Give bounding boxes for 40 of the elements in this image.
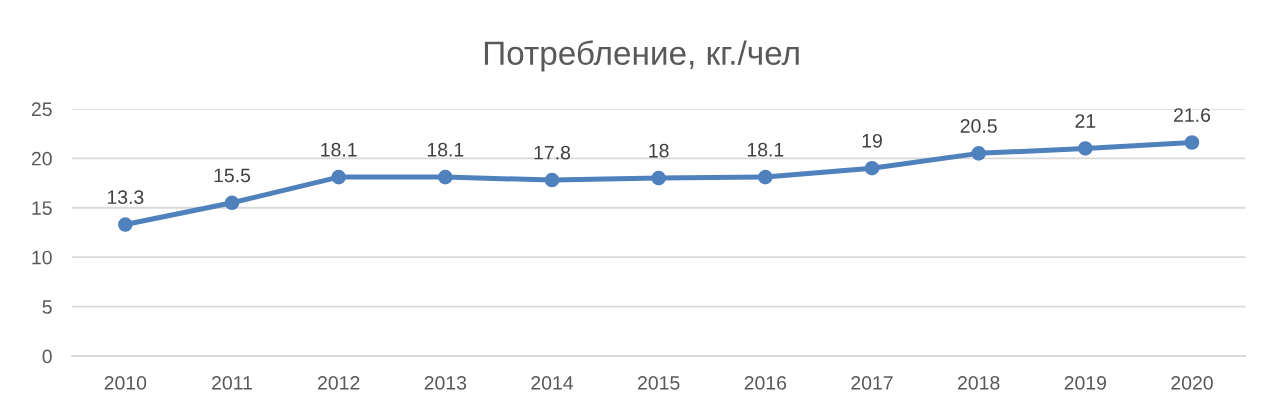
data-label: 18.1 (321, 142, 357, 157)
data-label: 21.6 (1174, 108, 1211, 122)
y-tick-label: 25 (31, 102, 52, 117)
x-tick-label: 2015 (638, 376, 680, 390)
point (651, 170, 666, 186)
data-label: 18.1 (747, 142, 784, 157)
y-tick-label: 20 (31, 151, 52, 166)
x-tick-label: 2016 (744, 376, 787, 390)
y-tick-label: 10 (32, 250, 52, 265)
point (438, 169, 453, 185)
point (1078, 141, 1093, 156)
x-tick-label: 2020 (1171, 376, 1213, 390)
y-tick-label: 5 (42, 300, 52, 314)
data-label: 13.3 (107, 190, 144, 205)
point (544, 172, 560, 188)
x-tick-label: 2010 (104, 376, 147, 390)
chart-title: Потребление, кг./чел (484, 40, 799, 72)
point (1184, 135, 1200, 150)
point (758, 169, 773, 185)
point (864, 160, 880, 176)
x-tick-label: 2012 (318, 376, 360, 390)
data-label: 18 (649, 143, 669, 158)
data-label: 19 (862, 133, 882, 148)
point (331, 169, 346, 185)
data-label: 18.1 (427, 142, 464, 157)
point (118, 217, 133, 232)
x-tick-label: 2019 (1064, 376, 1107, 390)
x-tick-label: 2017 (851, 376, 893, 390)
x-tick-label: 2014 (531, 376, 574, 390)
point (971, 146, 986, 161)
data-label: 20.5 (960, 119, 997, 133)
x-tick-label: 2013 (424, 376, 467, 390)
x-tick-label: 2011 (212, 376, 252, 390)
data-label: 21 (1075, 114, 1096, 128)
y-tick-label: 15 (32, 201, 52, 215)
data-label: 17.8 (534, 145, 571, 160)
y-tick-label: 0 (42, 349, 52, 364)
x-tick-label: 2018 (958, 376, 1000, 390)
point (224, 195, 240, 211)
data-label: 15.5 (214, 168, 251, 183)
